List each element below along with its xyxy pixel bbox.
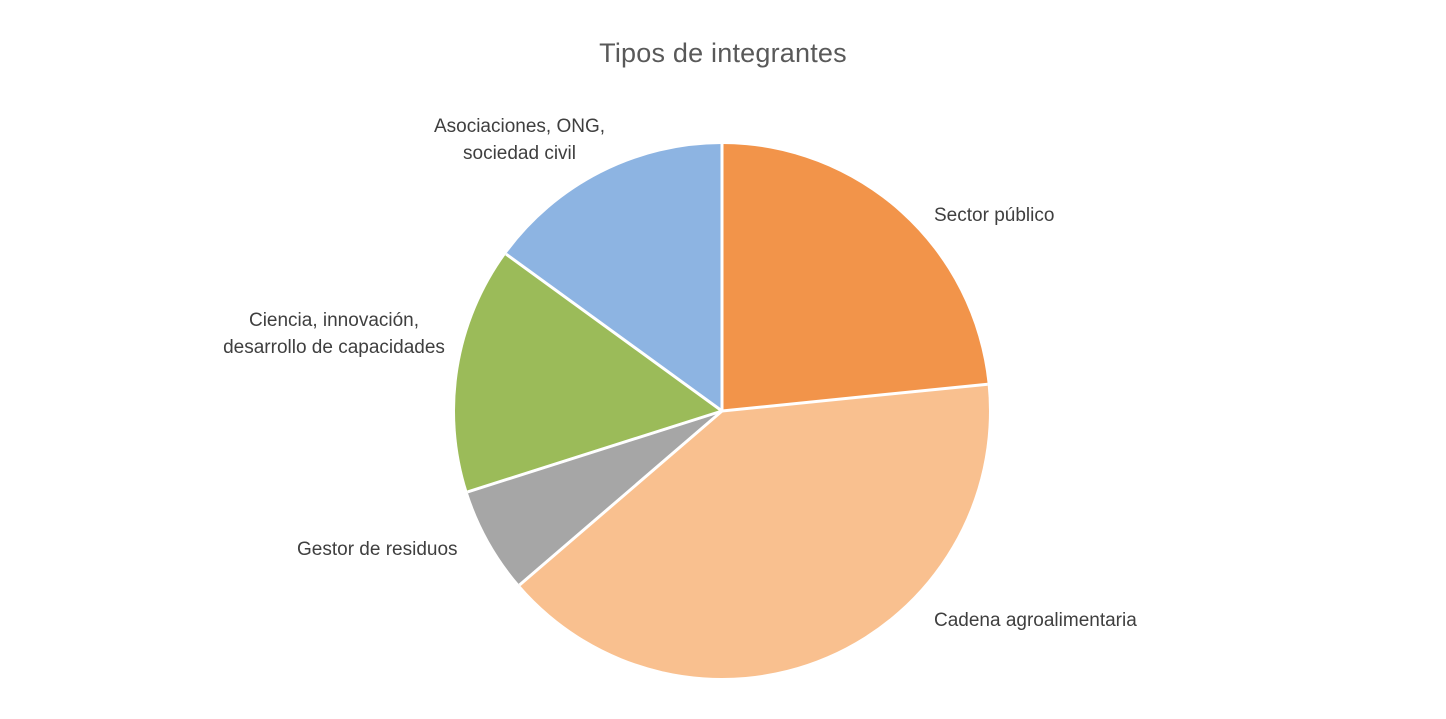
slice-separator [505,252,723,413]
slice-separator [721,382,988,413]
pie-slice-4 [505,144,722,411]
slice-label-asociaciones-ong: Asociaciones, ONG, sociedad civil [433,116,606,164]
pie-slice-0 [722,144,988,411]
chart-title: Tipos de integrantes [599,38,847,68]
slice-label-ciencia-innovacion: Ciencia, innovación, desarrollo de capac… [223,310,445,358]
pie-slice-2 [467,411,722,586]
pie-slice-3 [454,254,722,492]
slice-label-cadena-agroalimentaria: Cadena agroalimentaria [934,610,1137,631]
pie-slice-1 [519,384,989,678]
slice-separator [467,409,723,494]
slice-separator [518,409,723,587]
slice-label-sector-publico: Sector público [934,205,1055,226]
slice-label-gestor-de-residuos: Gestor de residuos [297,539,458,560]
